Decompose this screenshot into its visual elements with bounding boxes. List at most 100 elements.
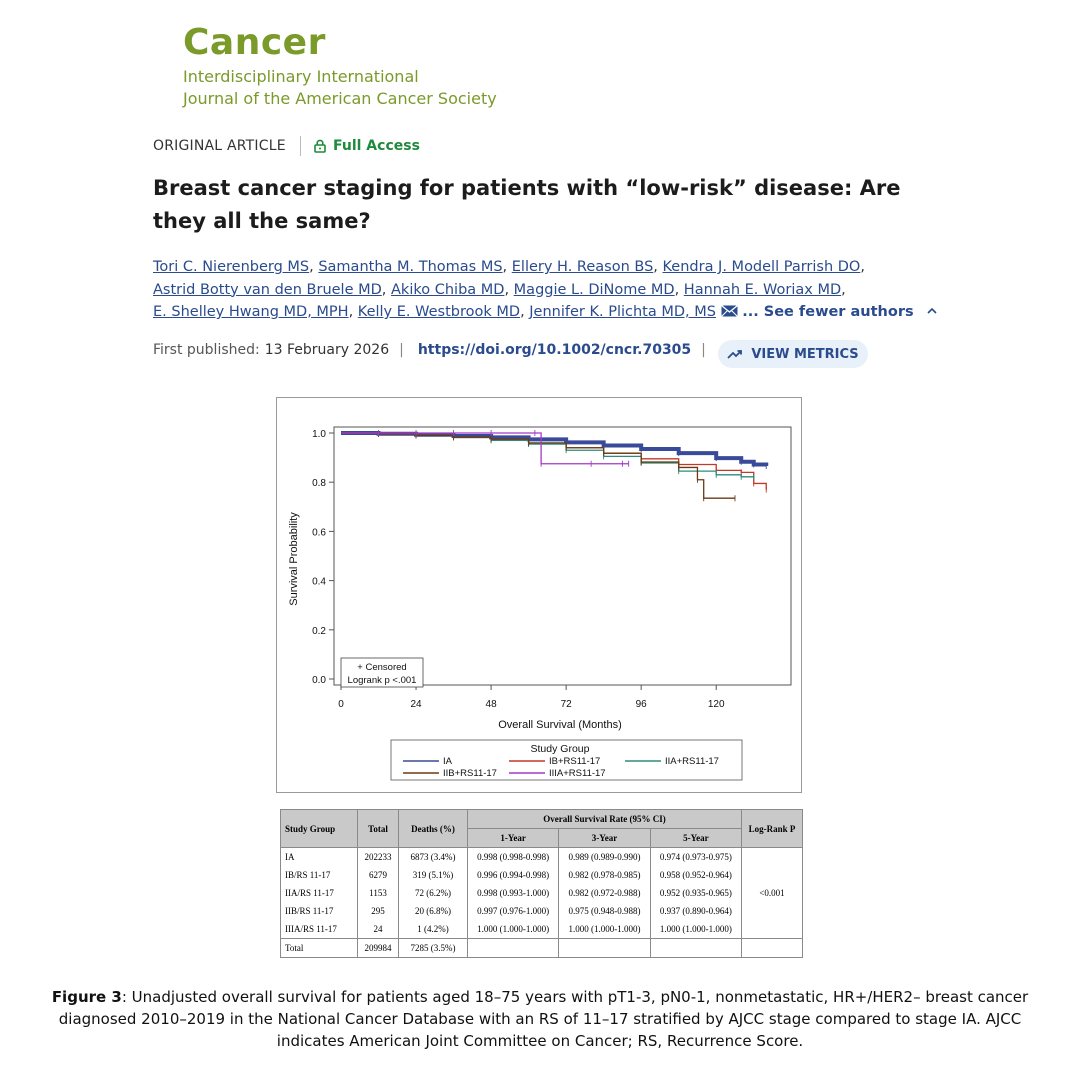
lock-icon xyxy=(314,139,326,153)
access-badge: Full Access xyxy=(313,138,420,154)
legend-label: IA xyxy=(443,756,453,767)
caption-text: : Unadjusted overall survival for patien… xyxy=(58,988,1029,1050)
survival-table: Study Group Total Deaths (%) Overall Sur… xyxy=(280,809,803,958)
author-link[interactable]: Akiko Chiba MD xyxy=(391,281,505,298)
author-link[interactable]: Kelly E. Westbrook MD xyxy=(357,304,521,320)
plot-frame xyxy=(333,426,792,686)
cell-3-year: 0.975 (0.948-0.988) xyxy=(558,902,651,920)
first-published-label: First published: xyxy=(153,342,260,358)
y-tick-label: 0.8 xyxy=(312,478,326,489)
x-axis-label: Overall Survival (Months) xyxy=(498,719,621,731)
header-1-year: 1-Year xyxy=(466,828,560,848)
article-headline: Breast cancer staging for patients with … xyxy=(153,176,901,233)
cell-empty xyxy=(466,938,560,958)
series-layer xyxy=(341,430,769,502)
header-os-rate: Overall Survival Rate (95% CI) xyxy=(467,809,742,829)
first-published-date: 13 February 2026 xyxy=(264,342,390,358)
header-deaths: Deaths (%) xyxy=(398,809,468,848)
cell-total: 24 xyxy=(357,920,399,939)
separator: | xyxy=(399,342,404,358)
cell-5-year: 0.952 (0.935-0.965) xyxy=(649,884,743,902)
y-tick-label: 0.0 xyxy=(312,675,326,686)
cell-group: IIB/RS 11-17 xyxy=(280,902,358,920)
cell-total: 209984 xyxy=(357,938,399,958)
inset-box xyxy=(340,657,424,688)
inset-logrank: Logrank p <.001 xyxy=(348,675,417,686)
table-row: IB/RS 11-17 6279 319 (5.1%) 0.996 (0.994… xyxy=(280,866,803,884)
view-metrics-label: VIEW METRICS xyxy=(751,346,859,362)
y-tick-label: 1.0 xyxy=(312,429,326,440)
cell-5-year: 0.958 (0.952-0.964) xyxy=(649,866,743,884)
cell-logrank: <0.001 xyxy=(741,847,803,939)
separator: | xyxy=(701,342,706,358)
author-link[interactable]: E. Shelley Hwang MD, MPH xyxy=(153,304,349,320)
cell-total: 1153 xyxy=(357,884,399,902)
legend-label: IIIA+RS11-17 xyxy=(549,768,606,779)
publication-info: First published: 13 February 2026 | http… xyxy=(153,342,706,358)
series-line xyxy=(341,432,735,499)
header-logrank: Log-Rank P xyxy=(741,809,803,848)
x-tick-label: 0 xyxy=(338,699,344,710)
access-label: Full Access xyxy=(333,138,420,154)
cell-5-year: 1.000 (1.000-1.000) xyxy=(649,920,743,939)
chevron-up-icon xyxy=(927,307,937,314)
cell-empty xyxy=(649,938,743,958)
author-link[interactable]: Hannah E. Woriax MD xyxy=(683,281,842,298)
author-link[interactable]: Jennifer K. Plichta MD, MS xyxy=(529,304,716,320)
cell-empty xyxy=(558,938,651,958)
header-5-year: 5-Year xyxy=(649,828,743,848)
cell-3-year: 0.989 (0.989-0.990) xyxy=(558,847,651,866)
see-fewer-authors-button[interactable]: ... See fewer authors xyxy=(742,304,938,320)
cell-group: IA xyxy=(280,847,358,866)
x-tick-label: 24 xyxy=(410,699,422,710)
table-row: IA 202233 6873 (3.4%) 0.998 (0.998-0.998… xyxy=(280,847,803,939)
legend-title: Study Group xyxy=(531,743,590,755)
cell-total: 295 xyxy=(357,902,399,920)
cell-1-year: 0.998 (0.993-1.000) xyxy=(466,884,560,902)
y-tick-label: 0.2 xyxy=(312,626,326,637)
legend-label: IIB+RS11-17 xyxy=(443,768,497,779)
author-link[interactable]: Maggie L. DiNome MD xyxy=(513,281,675,298)
cell-3-year: 1.000 (1.000-1.000) xyxy=(558,920,651,939)
x-tick-label: 48 xyxy=(486,699,498,710)
see-fewer-label: ... See fewer authors xyxy=(742,304,914,320)
cell-group: IIA/RS 11-17 xyxy=(280,884,358,902)
trend-up-icon xyxy=(727,350,743,359)
mail-icon[interactable] xyxy=(720,305,738,317)
cell-deaths: 20 (6.8%) xyxy=(398,902,468,920)
view-metrics-button[interactable]: VIEW METRICS xyxy=(718,340,868,368)
article-type: ORIGINAL ARTICLE xyxy=(153,138,286,154)
journal-subtitle-line2: Journal of the American Cancer Society xyxy=(183,89,497,108)
cell-3-year: 0.982 (0.972-0.988) xyxy=(558,884,651,902)
x-tick-label: 72 xyxy=(561,699,573,710)
header-study-group: Study Group xyxy=(280,809,358,848)
cell-1-year: 0.997 (0.976-1.000) xyxy=(466,902,560,920)
x-tick-label: 120 xyxy=(708,699,725,710)
cell-1-year: 0.996 (0.994-0.998) xyxy=(466,866,560,884)
journal-title[interactable]: Cancer xyxy=(183,22,326,63)
caption-label: Figure 3 xyxy=(51,988,122,1006)
table-row: IIIA/RS 11-17 24 1 (4.2%) 1.000 (1.000-1… xyxy=(280,920,803,939)
doi-link[interactable]: https://doi.org/10.1002/cncr.70305 xyxy=(417,342,692,358)
header-total: Total xyxy=(357,809,399,848)
cell-deaths: 72 (6.2%) xyxy=(398,884,468,902)
legend-label: IIA+RS11-17 xyxy=(665,756,719,767)
cell-deaths: 6873 (3.4%) xyxy=(398,847,468,866)
author-link[interactable]: Tori C. Nierenberg MS xyxy=(153,259,310,275)
legend-label: IB+RS11-17 xyxy=(549,756,600,767)
author-link[interactable]: Ellery H. Reason BS xyxy=(511,259,654,275)
y-tick-label: 0.6 xyxy=(312,527,326,538)
cell-total: 202233 xyxy=(357,847,399,866)
km-chart: 0.0 0.2 0.4 0.6 0.8 1.0 0 24 48 72 96 120 Survival… xyxy=(288,426,792,781)
author-link[interactable]: Astrid Botty van den Bruele MD xyxy=(153,281,382,298)
cell-group: Total xyxy=(280,938,358,958)
cell-total: 6279 xyxy=(357,866,399,884)
author-link[interactable]: Kendra J. Modell Parrish DO xyxy=(662,259,861,275)
author-link[interactable]: Samantha M. Thomas MS xyxy=(318,259,503,275)
cell-5-year: 0.974 (0.973-0.975) xyxy=(649,847,743,866)
survival-figure: 0.0 0.2 0.4 0.6 0.8 1.0 0 24 48 72 96 120 Survival… xyxy=(276,397,802,793)
x-tick-label: 96 xyxy=(636,699,648,710)
y-axis-label: Survival Probability xyxy=(288,512,300,606)
table-row: IIA/RS 11-17 1153 72 (6.2%) 0.998 (0.993… xyxy=(280,884,803,902)
inset-censored: + Censored xyxy=(357,662,406,673)
